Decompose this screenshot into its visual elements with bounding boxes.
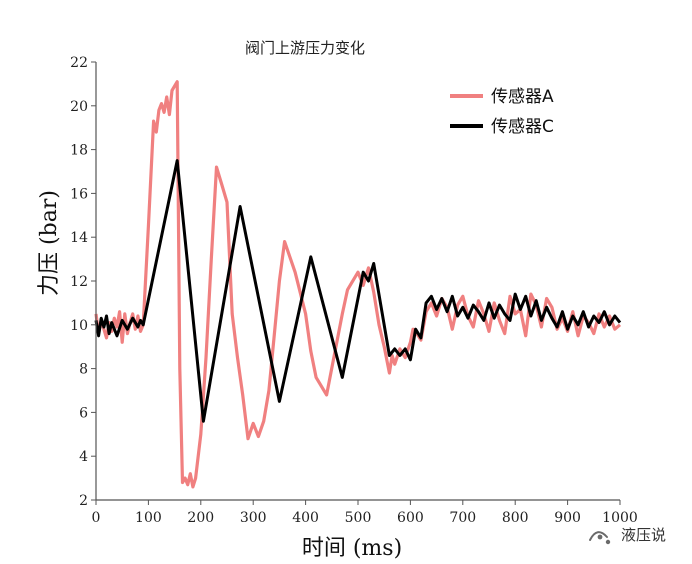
y-tick-label: 20 xyxy=(70,99,88,115)
x-tick-label: 300 xyxy=(240,510,267,526)
x-tick-label: 900 xyxy=(554,510,581,526)
y-tick-label: 12 xyxy=(70,274,88,290)
plot-series xyxy=(94,80,622,489)
series-line-sensor-a xyxy=(94,80,622,489)
y-tick-label: 16 xyxy=(70,186,88,202)
x-tick-label: 100 xyxy=(135,510,162,526)
x-axis-ticks: 0 100 200 300 400 500 600 700 800 900 1000 xyxy=(92,500,638,526)
chart-title: 阀门上游压力变化 xyxy=(245,39,365,57)
legend-label-sensor-c: 传感器C xyxy=(491,117,554,137)
x-tick-label: 1000 xyxy=(602,510,638,526)
watermark: 液压说 xyxy=(589,526,666,545)
y-tick-label: 10 xyxy=(70,318,88,334)
watermark-logo-icon xyxy=(589,531,611,545)
y-axis-label: 力压 (bar) xyxy=(37,190,62,296)
y-tick-label: 18 xyxy=(70,143,88,159)
y-tick-label: 4 xyxy=(79,449,88,465)
y-tick-label: 22 xyxy=(70,55,88,71)
y-tick-label: 14 xyxy=(70,230,88,246)
series-line-sensor-c xyxy=(94,159,622,423)
y-axis-ticks: 2 4 6 8 10 12 14 16 18 20 22 xyxy=(70,55,96,509)
x-tick-label: 800 xyxy=(502,510,529,526)
x-tick-label: 400 xyxy=(292,510,319,526)
x-tick-label: 600 xyxy=(397,510,424,526)
x-tick-label: 0 xyxy=(92,510,101,526)
x-axis-label: 时间 (ms) xyxy=(302,536,402,561)
x-tick-label: 500 xyxy=(345,510,372,526)
legend-label-sensor-a: 传感器A xyxy=(491,87,554,107)
y-tick-label: 6 xyxy=(79,405,88,421)
y-tick-label: 2 xyxy=(79,493,88,509)
legend: 传感器A 传感器C xyxy=(450,87,554,137)
x-tick-label: 700 xyxy=(449,510,476,526)
y-tick-label: 8 xyxy=(79,362,88,378)
watermark-text: 液压说 xyxy=(621,526,666,544)
x-tick-label: 200 xyxy=(187,510,214,526)
